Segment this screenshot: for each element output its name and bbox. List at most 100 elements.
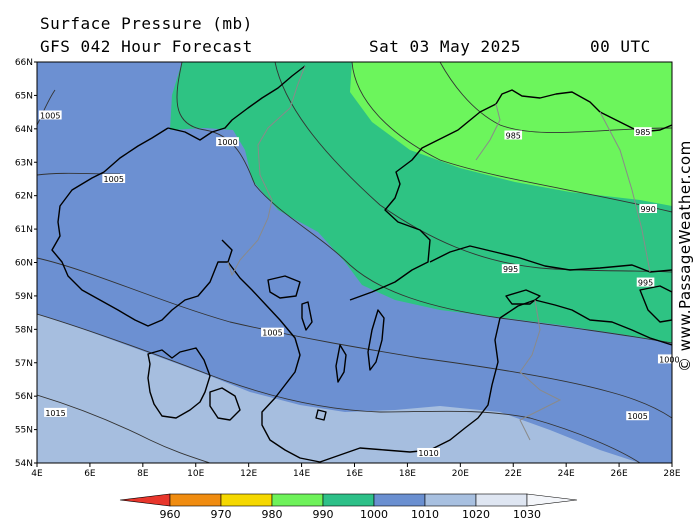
lon-tick-label: 14E [293, 469, 310, 479]
border-baltic [519, 299, 562, 441]
colorbar-label: 1010 [411, 508, 439, 521]
lake-ladoga-onega [639, 285, 672, 323]
isobar-label-bg [216, 137, 239, 147]
colorbar-label: 990 [313, 508, 334, 521]
isobar-1010 [37, 313, 641, 463]
latitude-ticks: 66N 65N 64N 63N 62N 61N 60N 59N 58N 57N 56N 55N 54N [15, 58, 37, 469]
lon-tick-label: 16E [346, 469, 363, 479]
isobar-1005-north [37, 89, 56, 126]
colorbar-segment [220, 493, 273, 507]
band-1010-1020 [37, 314, 640, 463]
lon-tick-label: 22E [505, 469, 522, 479]
map-title: Surface Pressure (mb) [40, 14, 253, 33]
lat-tick-label: 60N [15, 259, 33, 269]
isobar-label: 995 [638, 279, 653, 288]
lat-tick-label: 64N [15, 125, 33, 135]
lon-tick-label: 10E [187, 469, 204, 479]
forecast-subtitle: GFS 042 Hour Forecast [40, 37, 253, 56]
isobar-label: 1000 [217, 138, 237, 147]
lat-tick-label: 55N [15, 426, 33, 436]
lon-tick-label: 8E [137, 469, 149, 479]
pressure-colorbar: 960 970 980 990 1000 1010 1020 1030 [119, 493, 578, 521]
isobar-label-bg [657, 354, 681, 364]
borders [227, 65, 651, 441]
isobar-label-bg [44, 407, 67, 417]
credit-text: © www.PassageWeather.com [676, 140, 694, 372]
isobar-label: 990 [641, 205, 656, 214]
isobar-985 [439, 62, 672, 133]
lon-tick-label: 18E [399, 469, 416, 479]
pressure-bands [37, 62, 672, 463]
isobar-label: 985 [506, 132, 521, 141]
isobar-label: 1005 [262, 329, 282, 338]
isobar-label: 1010 [418, 449, 438, 458]
isobar-label-bg [261, 327, 284, 337]
lat-tick-label: 66N [15, 58, 33, 68]
lat-tick-label: 57N [15, 359, 33, 369]
longitude-ticks: 4E 6E 8E 10E 12E 14E 16E 18E 20E 22E 24E 26E 28E [31, 463, 681, 479]
lon-tick-label: 20E [452, 469, 469, 479]
coast-norway-sweden-finland [51, 65, 672, 463]
lat-tick-label: 59N [15, 292, 33, 302]
lat-tick-label: 56N [15, 392, 33, 402]
coast-baltic-states [319, 299, 672, 463]
lon-tick-label: 28E [663, 469, 680, 479]
isobar-990 [351, 62, 672, 213]
isobar-label-bg [639, 204, 657, 214]
colorbar-segment [322, 493, 375, 507]
lon-tick-label: 24E [558, 469, 575, 479]
colorbar-segment [169, 493, 222, 507]
forecast-date: Sat 03 May 2025 [369, 37, 521, 56]
isobars [37, 62, 672, 463]
isobar-label-bg [501, 264, 520, 274]
island-oland [335, 344, 347, 383]
colorbar-high-arrow [526, 493, 578, 507]
colorbar-label: 1000 [360, 508, 388, 521]
colorbar-segment [475, 493, 528, 507]
forecast-time: 00 UTC [590, 37, 651, 56]
isobar-1005-west [37, 172, 121, 176]
colorbar-label: 1030 [513, 508, 541, 521]
border-norway-sweden [227, 65, 306, 277]
coast-denmark [147, 347, 241, 421]
isobar-labels: 1005 1000 1005 985 985 990 995 995 1005 1000 1015 1… [38, 110, 681, 458]
lake-vattern [301, 301, 313, 331]
island-bornholm [315, 409, 327, 421]
lon-tick-label: 12E [240, 469, 257, 479]
isobar-995 [274, 62, 672, 273]
isobar-label: 995 [503, 265, 518, 274]
border-sweden-finland [475, 103, 501, 161]
isobar-label-bg [626, 411, 650, 421]
colorbar-segment [373, 493, 426, 507]
isobar-label-bg [636, 277, 655, 287]
border-finland-russia [599, 111, 651, 273]
isobar-1005-mid [37, 257, 672, 419]
lat-tick-label: 58N [15, 325, 33, 335]
colorbar-low-arrow [119, 493, 171, 507]
isobar-label: 1005 [627, 412, 647, 421]
isobar-label-bg [417, 447, 440, 457]
isobar-label: 985 [635, 128, 650, 137]
isobar-label-bg [634, 127, 652, 137]
lon-tick-label: 26E [611, 469, 628, 479]
colorbar-label: 960 [160, 508, 181, 521]
isobar-label-bg [504, 130, 523, 140]
lon-tick-label: 4E [31, 469, 43, 479]
isobar-label-bg [38, 110, 62, 120]
colorbar-label: 1020 [462, 508, 490, 521]
lat-tick-label: 63N [15, 158, 33, 168]
island-gotland [367, 309, 385, 371]
isobar-label: 1005 [40, 111, 60, 120]
isobar-label: 1000 [659, 355, 679, 364]
lat-tick-label: 61N [15, 225, 33, 235]
isobar-1000 [176, 62, 672, 344]
isobar-label: 1015 [45, 409, 65, 418]
isobar-1015 [37, 394, 211, 463]
isobar-label-bg [102, 173, 126, 183]
colorbar-label: 970 [211, 508, 232, 521]
lat-tick-label: 54N [15, 459, 33, 469]
coastlines [51, 65, 672, 463]
colorbar-label: 980 [262, 508, 283, 521]
lon-tick-label: 6E [84, 469, 96, 479]
